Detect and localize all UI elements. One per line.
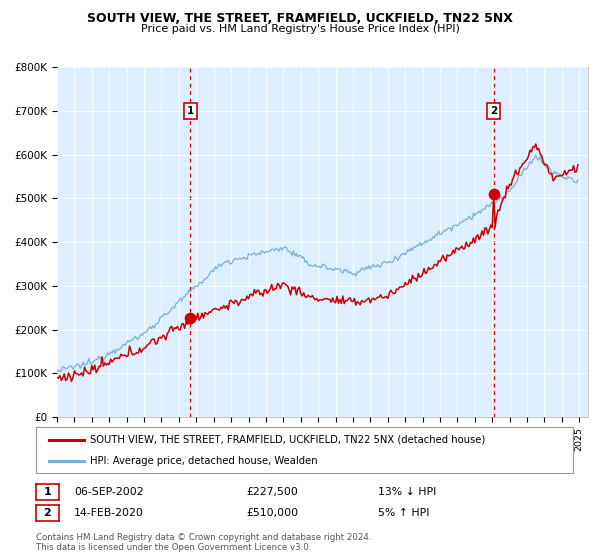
Text: SOUTH VIEW, THE STREET, FRAMFIELD, UCKFIELD, TN22 5NX: SOUTH VIEW, THE STREET, FRAMFIELD, UCKFI… (87, 12, 513, 25)
Text: 1: 1 (44, 487, 51, 497)
Text: 2: 2 (44, 508, 51, 518)
Text: 2: 2 (490, 106, 497, 116)
Point (489, 190, 499, 199)
Text: SOUTH VIEW, THE STREET, FRAMFIELD, UCKFIELD, TN22 5NX (detached house): SOUTH VIEW, THE STREET, FRAMFIELD, UCKFI… (90, 435, 485, 445)
Text: 5% ↑ HPI: 5% ↑ HPI (378, 508, 430, 518)
Text: HPI: Average price, detached house, Wealden: HPI: Average price, detached house, Weal… (90, 456, 317, 466)
Text: £227,500: £227,500 (246, 487, 298, 497)
Text: 13% ↓ HPI: 13% ↓ HPI (378, 487, 436, 497)
Text: This data is licensed under the Open Government Licence v3.0.: This data is licensed under the Open Gov… (36, 543, 311, 552)
Text: 06-SEP-2002: 06-SEP-2002 (74, 487, 143, 497)
Text: Price paid vs. HM Land Registry's House Price Index (HPI): Price paid vs. HM Land Registry's House … (140, 24, 460, 34)
Text: £510,000: £510,000 (246, 508, 298, 518)
Text: 1: 1 (187, 106, 194, 116)
Point (185, 313, 195, 322)
Text: 14-FEB-2020: 14-FEB-2020 (74, 508, 143, 518)
Text: Contains HM Land Registry data © Crown copyright and database right 2024.: Contains HM Land Registry data © Crown c… (36, 533, 371, 542)
